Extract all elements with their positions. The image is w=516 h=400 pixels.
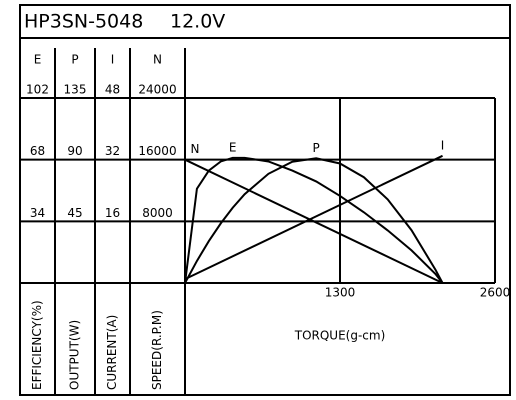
y-tick-label: 68	[30, 144, 45, 158]
series-label: E	[229, 140, 237, 154]
axis-header: N	[153, 53, 162, 67]
series-line	[184, 158, 443, 284]
series-label: I	[441, 138, 445, 152]
y-tick-label: 34	[30, 206, 45, 220]
series-line	[184, 157, 444, 284]
y-tick-label: 8000	[142, 206, 173, 220]
y-tick-label: 24000	[138, 83, 176, 97]
x-tick-label: 2600	[480, 286, 511, 300]
series-label: N	[191, 142, 200, 156]
series-line	[184, 156, 444, 284]
y-tick-label: 45	[67, 206, 82, 220]
series-line	[184, 154, 443, 281]
axis-header: P	[71, 53, 78, 67]
x-axis-label: TORQUE(g-cm)	[294, 329, 386, 343]
outer-frame	[19, 4, 511, 396]
y-tick-label: 16	[105, 206, 120, 220]
axis-label: SPEED(R.P.M)	[150, 310, 164, 390]
y-tick-label: 16000	[138, 144, 176, 158]
axis-label: EFFICIENCY(%)	[30, 300, 44, 390]
y-tick-label: 32	[105, 144, 120, 158]
y-tick-label: 90	[67, 144, 82, 158]
chart-title: HP3SN-5048	[24, 11, 143, 33]
axis-label: CURRENT(A)	[105, 315, 119, 390]
x-tick-label: 1300	[325, 286, 356, 300]
axis-label: OUTPUT(W)	[68, 320, 82, 390]
axis-header: E	[34, 53, 42, 67]
chart-subtitle: 12.0V	[170, 11, 225, 33]
series-label: P	[313, 141, 320, 155]
y-tick-label: 102	[26, 83, 49, 97]
y-tick-label: 135	[64, 83, 87, 97]
axis-header: I	[111, 53, 115, 67]
y-tick-label: 48	[105, 83, 120, 97]
